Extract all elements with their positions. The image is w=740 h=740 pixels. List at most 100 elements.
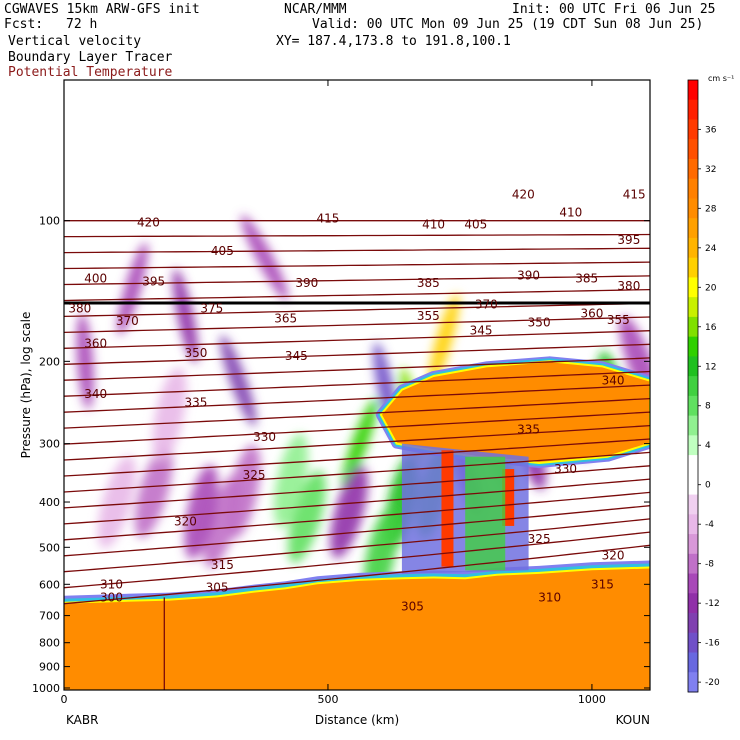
theta-label: 380 — [617, 279, 640, 293]
colorbar-swatch — [688, 158, 698, 180]
x-tick-label: 0 — [61, 693, 68, 706]
theta-contour — [64, 438, 650, 477]
theta-label: 415 — [317, 212, 340, 226]
theta-contour — [64, 505, 650, 557]
velocity-cell — [76, 313, 94, 410]
velocity-cell — [117, 242, 148, 336]
colorbar-swatch — [688, 237, 698, 259]
forecast-hour: 72 h — [66, 17, 98, 32]
init-time: Init: 00 UTC Fri 06 Jun 25 — [512, 2, 716, 17]
theta-label: 310 — [538, 590, 561, 604]
colorbar-swatch — [688, 494, 698, 515]
y-tick-label: 300 — [39, 438, 60, 451]
theta-label: 340 — [602, 374, 625, 388]
right-endpoint-label: KOUN — [616, 713, 650, 727]
theta-label: 380 — [68, 301, 91, 315]
theta-label: 330 — [253, 430, 276, 444]
theta-label: 410 — [422, 218, 445, 232]
valid-time: Valid: 00 UTC Mon 09 Jun 25 (19 CDT Sun … — [312, 17, 704, 32]
colorbar-swatch — [688, 277, 698, 298]
colorbar-tick-label: -12 — [705, 599, 720, 609]
theta-contour — [64, 357, 650, 381]
theta-label: 420 — [512, 188, 535, 202]
colorbar-swatch — [688, 257, 698, 278]
tracer-mass — [64, 568, 650, 690]
theta-contour — [64, 343, 650, 365]
theta-label: 385 — [417, 276, 440, 290]
colorbar-swatch — [688, 593, 698, 614]
theta-label: 355 — [417, 309, 440, 323]
theta-label: 350 — [185, 346, 208, 360]
y-tick-label: 400 — [39, 496, 60, 509]
theta-label: 375 — [200, 301, 223, 315]
theta-label: 420 — [137, 216, 160, 230]
velocity-cell — [274, 433, 308, 528]
theta-label: 410 — [559, 205, 582, 219]
theta-contour — [64, 316, 650, 334]
theta-label: 340 — [84, 387, 107, 401]
theta-label: 310 — [100, 577, 123, 591]
theta-label: 335 — [517, 423, 540, 437]
colorbar-swatch — [688, 218, 698, 239]
theta-contour — [64, 465, 650, 509]
y-axis-label: Pressure (hPa), log scale — [19, 312, 33, 459]
theta-contour — [64, 478, 650, 525]
velocity-cell — [172, 269, 199, 364]
theta-contour — [64, 302, 650, 318]
forecast-label: Fcst: — [4, 17, 44, 32]
theta-contour — [64, 491, 650, 541]
theta-contour — [64, 275, 650, 286]
theta-contour — [64, 397, 650, 429]
theta-label: 400 — [84, 272, 107, 286]
colorbar-swatch — [688, 139, 698, 160]
potential-temperature-labels: 300 305 305 310 310 315 315 320 320 325 325 330 330 3… — [68, 188, 646, 614]
colorbar-swatch — [688, 336, 698, 357]
updraft-core-1 — [441, 450, 454, 567]
velocity-cell — [134, 445, 173, 538]
theta-label: 320 — [174, 514, 197, 528]
colorbar-tick-label: 32 — [705, 165, 716, 175]
theta-label: 415 — [623, 188, 646, 202]
colorbar-tick-label: 16 — [705, 323, 717, 333]
velocity-cell — [97, 455, 136, 549]
x-axis-label: Distance (km) — [315, 713, 399, 727]
field-label-potential-temperature: Potential Temperature — [8, 65, 173, 80]
colorbar-swatch — [688, 573, 698, 594]
theta-contour — [64, 261, 650, 270]
theta-label: 335 — [185, 396, 208, 410]
colorbar-tick-label: 20 — [705, 283, 717, 293]
colorbar-tick-label: 0 — [705, 481, 711, 491]
colorbar-tick-label: 28 — [705, 204, 717, 214]
colorbar-swatch — [688, 119, 698, 140]
colorbar-tick-label: 24 — [705, 244, 717, 254]
axes: 0 500 1000 100 200 300 400 500 600 700 800 900 1000 — [32, 80, 650, 706]
theta-label: 330 — [554, 462, 577, 476]
theta-label: 315 — [211, 558, 234, 572]
y-tick-label: 1000 — [32, 682, 60, 695]
theta-label: 350 — [528, 315, 551, 329]
colorbar-swatch — [688, 80, 698, 101]
theta-contour — [64, 424, 650, 461]
theta-contour — [64, 247, 650, 254]
theta-label: 300 — [100, 590, 123, 604]
colorbar: 36 32 28 24 20 16 12 8 4 0 -4 -8 -12 -16 -20 — [687, 79, 720, 693]
theta-label: 405 — [211, 244, 234, 258]
theta-label: 320 — [602, 548, 625, 562]
theta-label: 305 — [401, 600, 424, 614]
colorbar-swatch — [688, 474, 698, 496]
potential-temperature-contours — [64, 220, 650, 690]
colorbar-tick-label: 8 — [705, 402, 711, 412]
theta-label: 345 — [470, 324, 493, 338]
theta-contour — [64, 288, 650, 302]
cross-section-endpoints: XY= 187.4,173.8 to 191.8,100.1 — [276, 34, 511, 49]
colorbar-tick-label: -16 — [705, 639, 720, 649]
colorbar-swatch — [688, 99, 698, 120]
theta-contour — [64, 518, 650, 573]
theta-label: 325 — [243, 468, 266, 482]
plot-area: 300 305 305 310 310 315 315 320 320 325 325 330 330 3… — [64, 80, 650, 690]
colorbar-swatch — [688, 316, 698, 338]
org-label: NCAR/MMM — [284, 2, 347, 17]
theta-contour — [64, 544, 650, 605]
theta-label: 370 — [475, 297, 498, 311]
y-tick-label: 600 — [39, 578, 60, 591]
